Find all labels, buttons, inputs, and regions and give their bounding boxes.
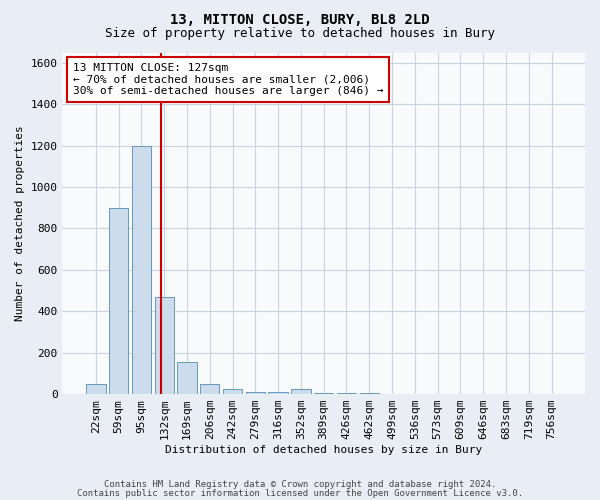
X-axis label: Distribution of detached houses by size in Bury: Distribution of detached houses by size …: [165, 445, 482, 455]
Text: 13, MITTON CLOSE, BURY, BL8 2LD: 13, MITTON CLOSE, BURY, BL8 2LD: [170, 12, 430, 26]
Bar: [291, 389, 311, 394]
Bar: [178, 362, 197, 394]
Bar: [86, 384, 106, 394]
Bar: [200, 384, 220, 394]
Text: Contains HM Land Registry data © Crown copyright and database right 2024.: Contains HM Land Registry data © Crown c…: [104, 480, 496, 489]
Text: 13 MITTON CLOSE: 127sqm
← 70% of detached houses are smaller (2,006)
30% of semi: 13 MITTON CLOSE: 127sqm ← 70% of detache…: [73, 62, 383, 96]
Bar: [155, 297, 174, 394]
Bar: [223, 389, 242, 394]
Text: Contains public sector information licensed under the Open Government Licence v3: Contains public sector information licen…: [77, 489, 523, 498]
Bar: [359, 393, 379, 394]
Bar: [337, 393, 356, 394]
Y-axis label: Number of detached properties: Number of detached properties: [15, 126, 25, 321]
Bar: [268, 392, 288, 394]
Bar: [314, 393, 334, 394]
Bar: [109, 208, 128, 394]
Bar: [245, 392, 265, 394]
Bar: [132, 146, 151, 394]
Text: Size of property relative to detached houses in Bury: Size of property relative to detached ho…: [105, 28, 495, 40]
